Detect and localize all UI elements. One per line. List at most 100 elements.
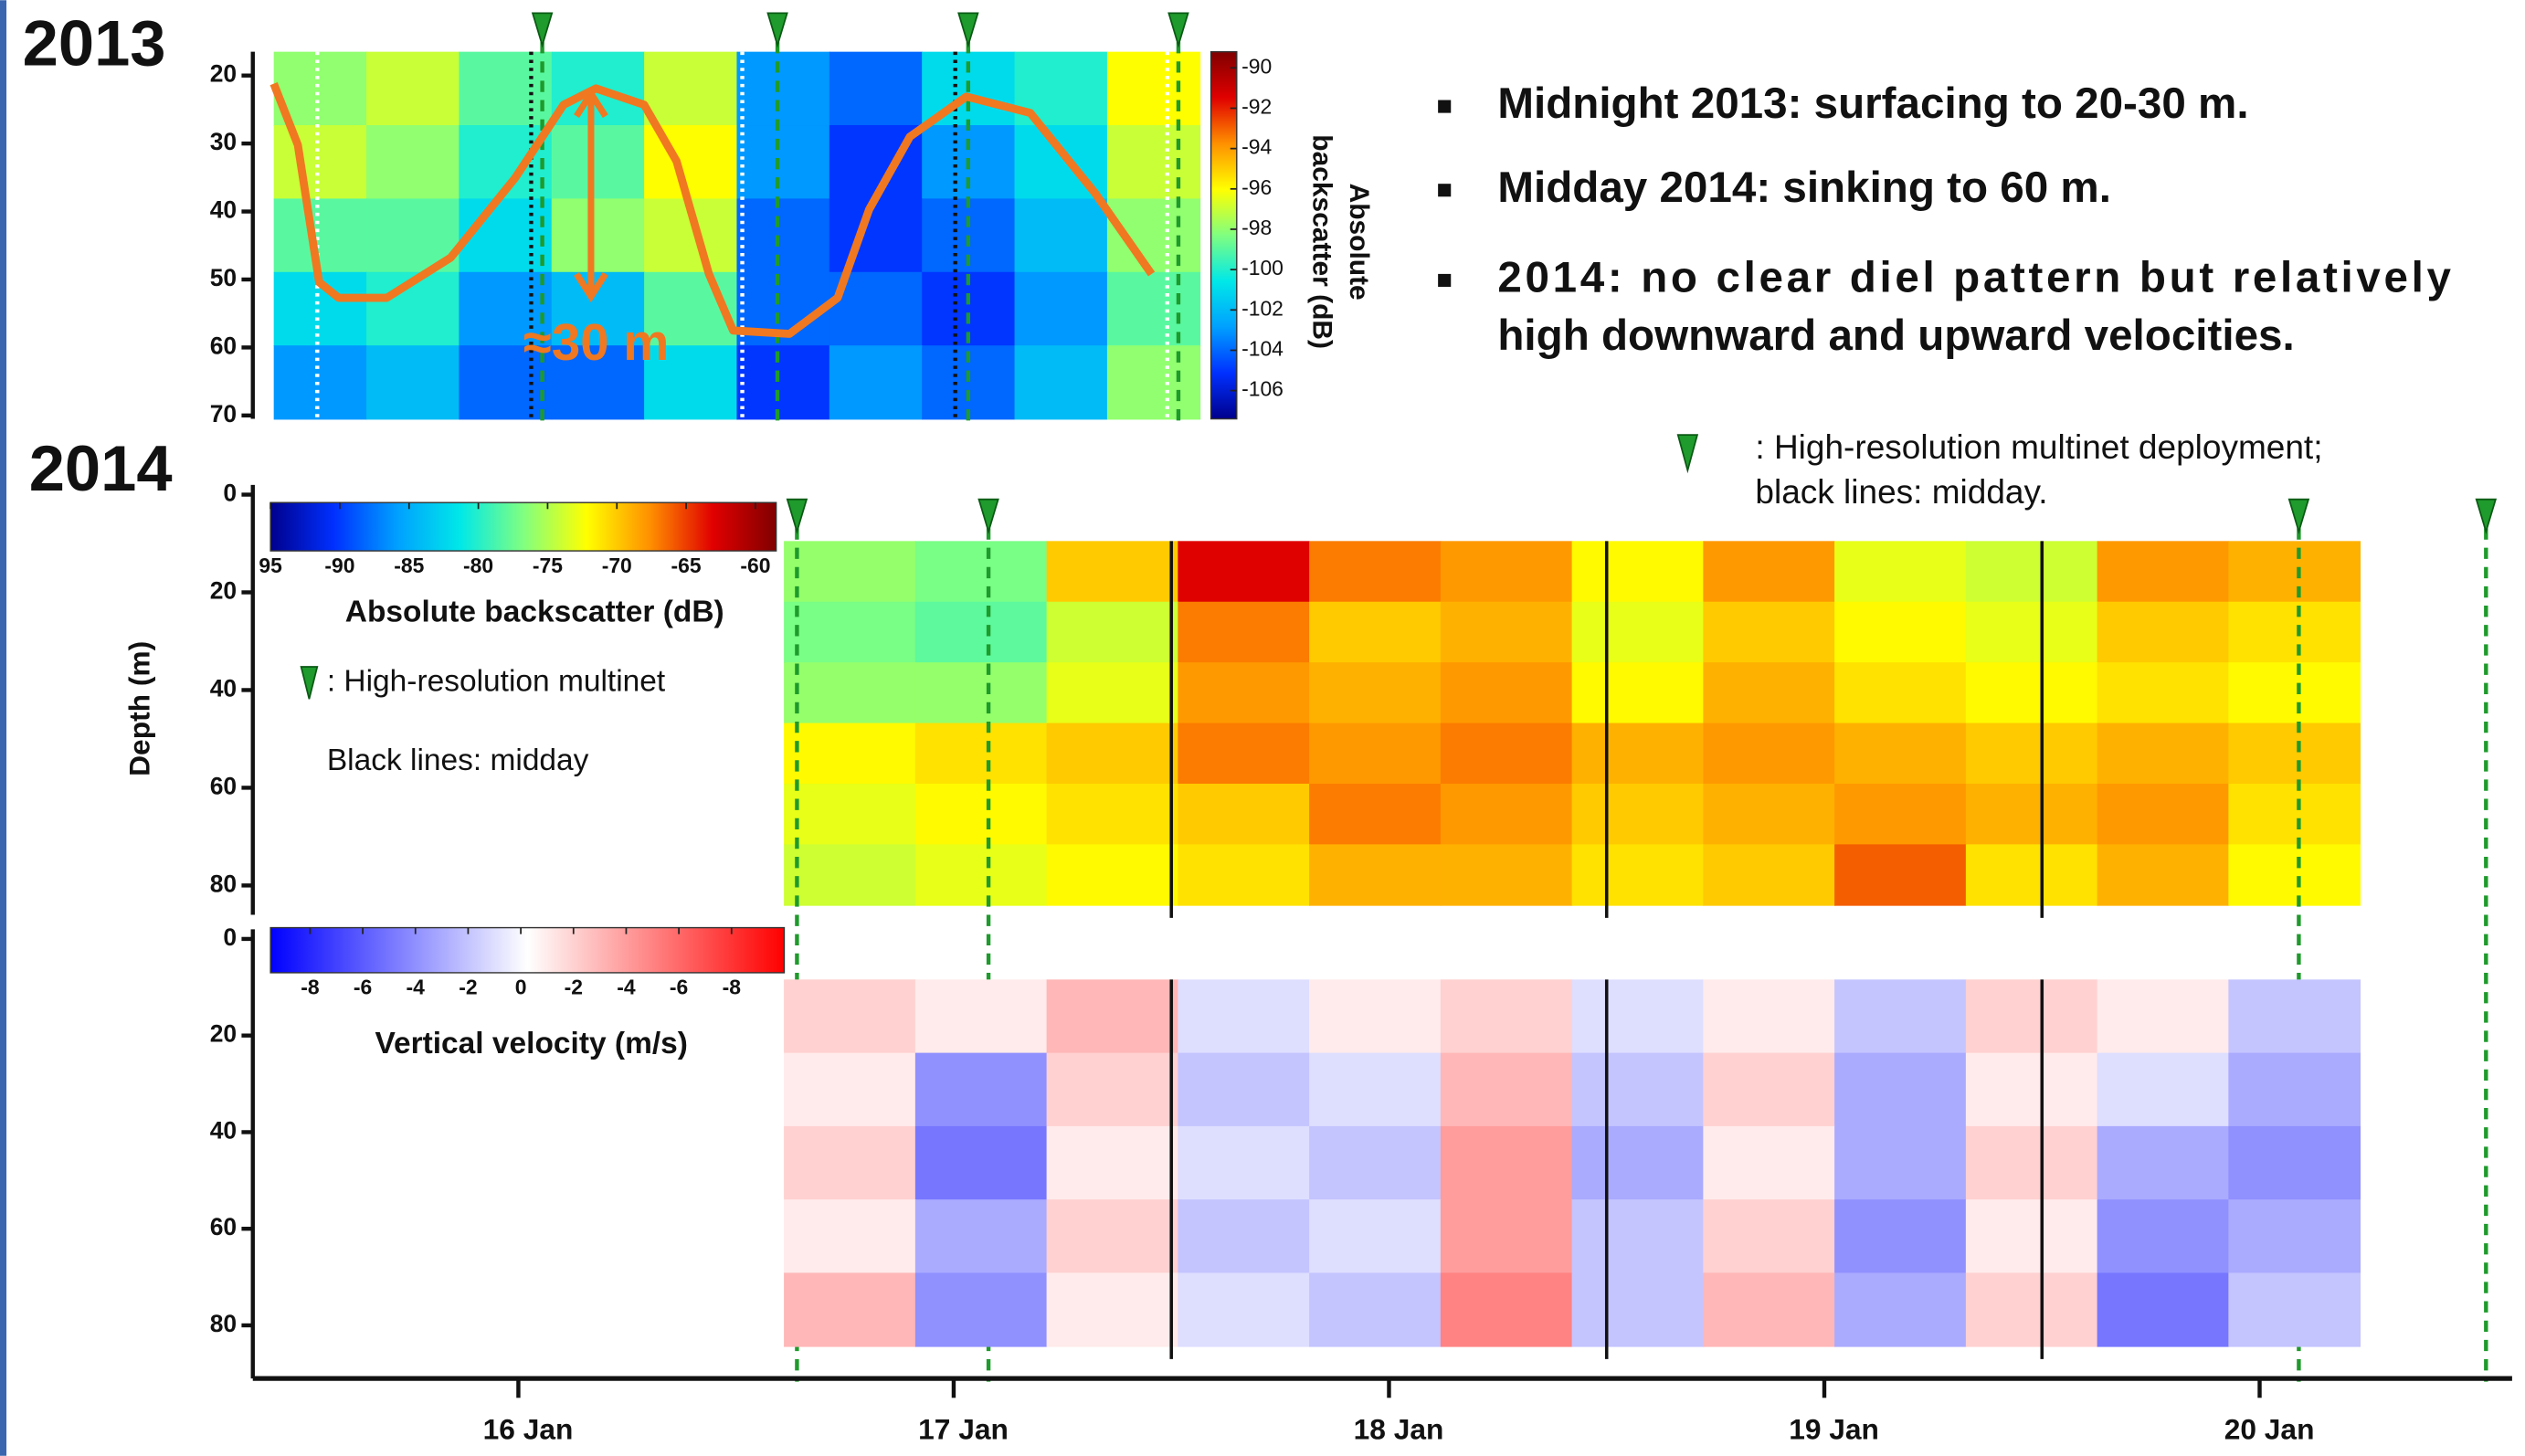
colorbar-tick-label: -92 [1241, 95, 1272, 119]
colorbar-tick-label: -4 [407, 976, 426, 999]
y-tick-label: 30 [210, 128, 237, 155]
heat-cell [1965, 1199, 2098, 1274]
multinet-marker [977, 498, 999, 535]
heat-cell [2097, 1052, 2230, 1127]
colorbar-tick-label: -70 [602, 554, 632, 577]
panel-label: 2014 [29, 432, 173, 504]
heat-cell [1571, 979, 1705, 1054]
heat-cell [459, 198, 553, 273]
heat-cell [2097, 601, 2230, 664]
heat-cell [2228, 541, 2361, 603]
heat-cell [1965, 1052, 2098, 1127]
heat-cell [2097, 541, 2230, 603]
heat-cell [1440, 844, 1573, 906]
heat-cell [1965, 662, 2098, 724]
range-arrow [574, 87, 608, 303]
trend-line [269, 82, 1156, 338]
heat-cell [1965, 541, 2098, 603]
heat-cell [784, 723, 916, 785]
heat-cell [1703, 723, 1835, 785]
heat-cell [1014, 198, 1108, 273]
heat-cell [1571, 1199, 1705, 1274]
colorbar-tick-label: -94 [1241, 135, 1272, 159]
heat-cell [2228, 662, 2361, 724]
heat-cell [1178, 723, 1310, 785]
heat-cell [1309, 783, 1442, 846]
y-tick-label: 20 [210, 1020, 237, 1048]
colorbar-tick-label: -85 [394, 554, 424, 577]
heat-cell [1178, 979, 1310, 1054]
y-tick-label: 60 [210, 772, 237, 799]
heat-cell [2097, 1272, 2230, 1347]
heat-cell [1834, 844, 1967, 906]
heat-cell [366, 125, 460, 200]
heat-cell [1309, 723, 1442, 785]
heat-cell [1046, 601, 1179, 664]
heat-cell [1440, 1125, 1573, 1201]
heat-cell [1178, 783, 1310, 846]
heat-cell [1571, 541, 1705, 603]
y-tick-label: 60 [210, 332, 237, 359]
colorbar-tick-label: -90 [1241, 54, 1272, 78]
x-tick-label: 19 Jan [1789, 1413, 1879, 1446]
heat-cell [1571, 783, 1705, 846]
heat-cell [914, 1052, 1048, 1127]
heat-cell [1834, 1272, 1967, 1347]
heat-cell [1965, 844, 2098, 906]
y-tick-label: 20 [210, 60, 237, 88]
multinet-marker [2287, 498, 2310, 535]
heat-cell [1178, 662, 1310, 724]
heat-cell [1046, 783, 1179, 846]
heat-cell [1046, 1272, 1179, 1347]
heat-cell [914, 783, 1048, 846]
colorbar-tick-label: -104 [1241, 337, 1284, 361]
heat-cell [914, 844, 1048, 906]
heat-cell [829, 51, 924, 126]
heat-cell [1309, 541, 1442, 603]
colorbar-label: Absolute backscatter (dB) [345, 596, 724, 629]
multinet-icon [1676, 434, 1699, 474]
heat-cell [1965, 783, 2098, 846]
legend-note: black lines: midday. [1755, 472, 2047, 511]
heat-cell [2097, 783, 2230, 846]
colorbar-tick-label: -65 [671, 554, 702, 577]
colorbar-tick-label: -6 [354, 976, 372, 999]
heat-cell [784, 783, 916, 846]
bullet: Midday 2014: sinking to 60 m. [1497, 164, 2111, 212]
heat-cell [914, 1272, 1048, 1347]
heat-cell [2097, 844, 2230, 906]
heat-cell [1440, 601, 1573, 664]
heat-cell [829, 345, 924, 420]
heat-cell [2228, 601, 2361, 664]
multinet-marker [766, 12, 788, 48]
heat-cell [914, 662, 1048, 724]
heat-cell [644, 345, 738, 420]
y-tick-label: 20 [210, 576, 237, 604]
heat-cell [914, 723, 1048, 785]
heat-cell [1046, 979, 1179, 1054]
heat-cell [1046, 723, 1179, 785]
heat-cell [1309, 979, 1442, 1054]
heat-cell [1834, 541, 1967, 603]
heat-cell [1703, 541, 1835, 603]
colorbar-tick-label: -75 [533, 554, 563, 577]
heat-cell [1703, 1199, 1835, 1274]
heat-cell [1703, 662, 1835, 724]
multinet-icon [300, 666, 319, 700]
heat-cell [1703, 601, 1835, 664]
heat-cell [1440, 541, 1573, 603]
heat-cell [1309, 662, 1442, 724]
bullet: Midnight 2013: surfacing to 20-30 m. [1497, 79, 2248, 128]
heat-cell [1178, 1125, 1310, 1201]
heat-cell [273, 125, 367, 200]
heat-cell [784, 1125, 916, 1201]
heat-cell [1965, 1272, 2098, 1347]
heat-cell [1834, 1052, 1967, 1127]
colorbar-tick-label: -6 [670, 976, 688, 999]
y-tick-label: 50 [210, 264, 237, 291]
colorbar-tick-label: -2 [565, 976, 583, 999]
heat-cell [784, 1052, 916, 1127]
heat-cell [2097, 979, 2230, 1054]
heat-cell [914, 1125, 1048, 1201]
heat-cell [1440, 1199, 1573, 1274]
